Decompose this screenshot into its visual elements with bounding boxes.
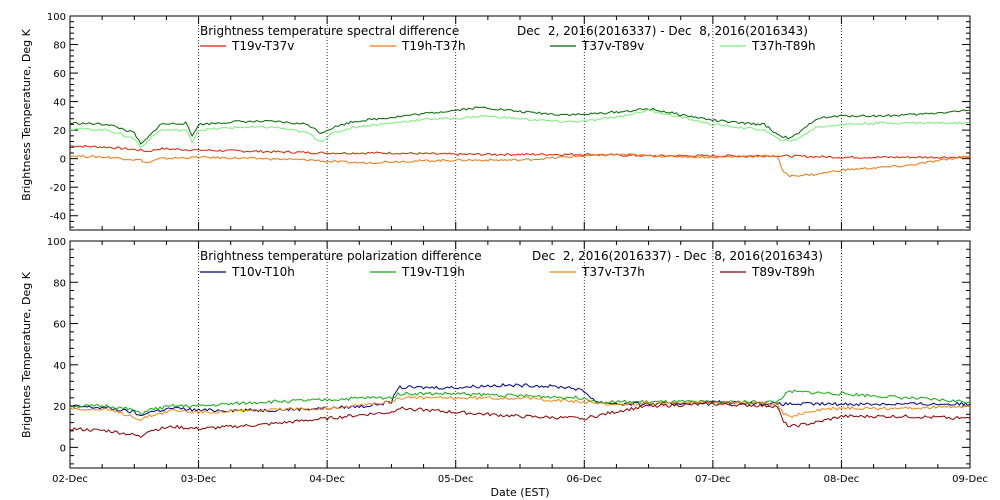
y-tick-label: 60 bbox=[53, 69, 66, 80]
series-line-t37h-t89h bbox=[69, 108, 971, 148]
legend-label: T89v-T89h bbox=[751, 265, 815, 279]
series-line-t19v-t37v bbox=[70, 144, 971, 159]
x-tick-label: 09-Dec bbox=[952, 474, 988, 485]
panel-2: 0 20 40 60 80 100 02-Dec 03-Dec 04-Dec 05-Dec 06-D… bbox=[20, 237, 988, 499]
y-tick-label: 80 bbox=[53, 41, 66, 52]
legend-label: T37v-T37h bbox=[581, 265, 645, 279]
y-tick-label: -40 bbox=[50, 212, 66, 223]
date-range: Dec 2, 2016(2016337) - Dec 8, 2016(20163… bbox=[517, 24, 808, 38]
y-tick-label: 40 bbox=[53, 361, 66, 372]
y-tick-label: 20 bbox=[53, 402, 66, 413]
y-tick-label: 60 bbox=[53, 320, 66, 331]
y-tick-label: 40 bbox=[53, 98, 66, 109]
x-tick-label: 07-Dec bbox=[695, 474, 731, 485]
y-tick-label: 100 bbox=[47, 12, 66, 23]
y-axis-label: Brightnes Temperature, Deg K bbox=[20, 271, 33, 438]
series-line-t19v-t19h bbox=[69, 389, 971, 415]
plot-frame bbox=[69, 15, 971, 231]
x-tick-label: 02-Dec bbox=[52, 474, 88, 485]
chart-title: Brightness temperature polarization diff… bbox=[200, 249, 482, 263]
date-range: Dec 2, 2016(2016337) - Dec 8, 2016(20163… bbox=[532, 249, 823, 263]
x-tick-label: 08-Dec bbox=[824, 474, 860, 485]
legend-label: T19v-T37v bbox=[231, 39, 294, 53]
y-tick-label: 0 bbox=[60, 155, 66, 166]
legend-label: T10v-T10h bbox=[231, 265, 295, 279]
x-tick-label: 03-Dec bbox=[181, 474, 217, 485]
y-axis-label: Brightness Temperature, Deg K bbox=[20, 28, 33, 200]
plot-frame bbox=[69, 240, 971, 469]
y-tick-label: 0 bbox=[60, 443, 66, 454]
series-line-t37v-t89v bbox=[69, 106, 970, 145]
y-tick-label: 100 bbox=[47, 237, 66, 248]
legend-label: T37v-T89v bbox=[581, 39, 644, 53]
x-tick-label: 04-Dec bbox=[309, 474, 345, 485]
series-line-t19h-t37h bbox=[69, 153, 971, 178]
y-tick-label: -20 bbox=[50, 183, 66, 194]
y-tick-label: 20 bbox=[53, 126, 66, 137]
x-tick-label: 05-Dec bbox=[438, 474, 474, 485]
legend-label: T19h-T37h bbox=[401, 39, 466, 53]
series-line-t89v-t89h bbox=[69, 402, 971, 439]
y-tick-label: 80 bbox=[53, 278, 66, 289]
panel-1: -40 -20 0 20 40 60 80 100 Brightness Temperature… bbox=[20, 12, 971, 231]
chart-title: Brightness temperature spectral differen… bbox=[200, 24, 459, 38]
legend-label: T37h-T89h bbox=[751, 39, 816, 53]
legend-label: T19v-T19h bbox=[401, 265, 465, 279]
x-tick-label: 06-Dec bbox=[566, 474, 602, 485]
series-line-t37v-t37h bbox=[69, 395, 971, 422]
x-axis-label: Date (EST) bbox=[490, 486, 549, 499]
